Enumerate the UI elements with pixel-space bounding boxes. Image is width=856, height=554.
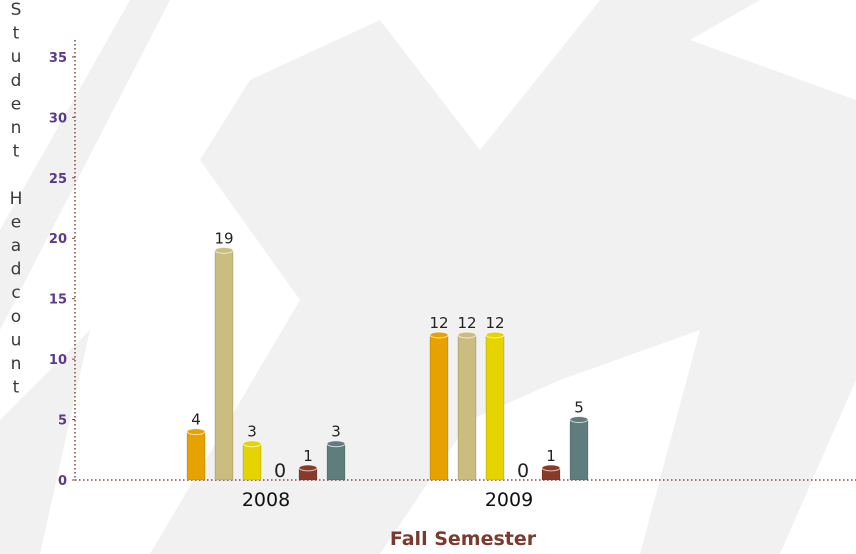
y-axis-label: Student Headcount <box>6 0 26 401</box>
bar <box>187 432 205 480</box>
y-tick-label: 35 <box>49 51 67 66</box>
bar <box>327 444 345 480</box>
value-label: 3 <box>331 423 341 441</box>
bar <box>458 335 476 480</box>
bar <box>486 335 504 480</box>
value-label: 5 <box>574 399 584 417</box>
x-axis-label: Fall Semester <box>390 528 537 550</box>
bar-cap <box>215 247 233 253</box>
bar <box>430 335 448 480</box>
bar <box>570 420 588 480</box>
y-tick-label: 5 <box>58 414 67 429</box>
value-label: 3 <box>247 423 257 441</box>
x-tick-label: 2009 <box>485 489 533 511</box>
bar-cap <box>187 429 205 435</box>
page: Fall Semester 05101520253035200841930132… <box>0 0 856 554</box>
bar-cap <box>299 465 317 471</box>
bar <box>243 444 261 480</box>
y-tick-label: 25 <box>49 172 67 187</box>
value-label: 0 <box>274 460 286 482</box>
value-label: 4 <box>191 411 201 429</box>
value-label: 0 <box>517 460 529 482</box>
y-tick-label: 20 <box>49 232 67 247</box>
bar-cap <box>430 332 448 338</box>
y-tick-label: 30 <box>49 111 67 126</box>
y-tick-label: 10 <box>49 353 67 368</box>
bar-cap <box>243 441 261 447</box>
value-label: 12 <box>457 314 476 332</box>
value-label: 1 <box>546 447 556 465</box>
bar-cap <box>570 417 588 423</box>
bar <box>215 250 233 480</box>
x-tick-label: 2008 <box>242 489 290 511</box>
value-label: 1 <box>303 447 313 465</box>
bar-cap <box>542 465 560 471</box>
y-tick-label: 15 <box>49 293 67 308</box>
background-shapes <box>0 0 856 554</box>
bar-cap <box>486 332 504 338</box>
y-tick-label: 0 <box>58 474 67 489</box>
bar-cap <box>458 332 476 338</box>
bar-cap <box>327 441 345 447</box>
value-label: 12 <box>485 314 504 332</box>
value-label: 12 <box>429 314 448 332</box>
value-label: 19 <box>214 229 233 247</box>
chart: Fall Semester 05101520253035200841930132… <box>0 0 856 554</box>
